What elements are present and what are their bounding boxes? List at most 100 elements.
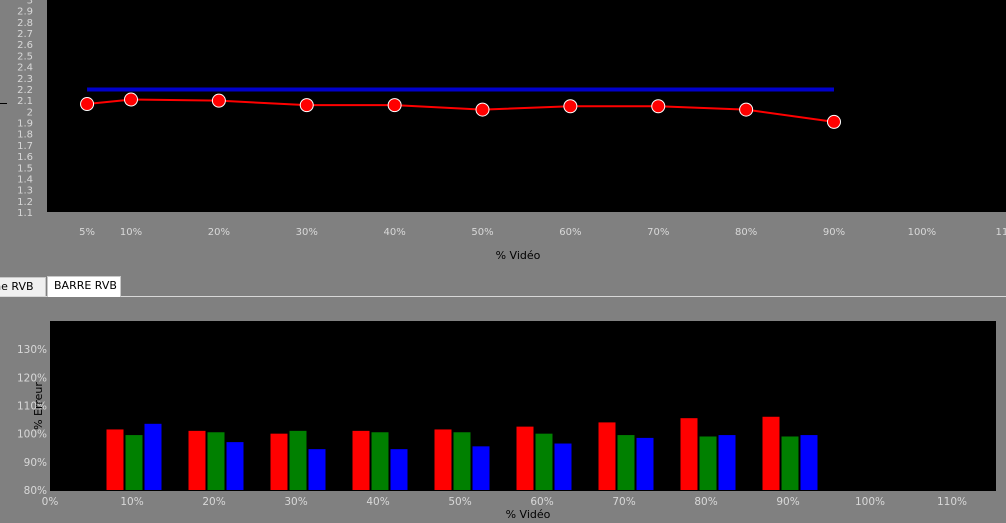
- gamma-measured-point: [563, 99, 578, 114]
- rgb-y-tick-label: 80%: [24, 485, 47, 497]
- gamma-x-tick-label: 5%: [79, 227, 95, 238]
- gamma-y-tick-label: 1.2: [17, 197, 33, 208]
- tab-barre-rvb-label: BARRE RVB: [54, 279, 117, 292]
- gamma-x-tick-label: 10%: [120, 227, 142, 238]
- gamma-y-tick-label: 1.4: [17, 174, 33, 185]
- gamma-y-tick-label: 1.9: [17, 119, 33, 130]
- rgb-bar-red: [598, 422, 616, 490]
- gamma-series: [80, 87, 841, 129]
- gamma-y-tick-label: 3: [27, 0, 33, 7]
- rgb-x-tick-label: 40%: [366, 496, 389, 508]
- gamma-x-tick-label: 30%: [296, 227, 318, 238]
- tab-barre-rvb[interactable]: BARRE RVB: [47, 276, 121, 297]
- gamma-x-tick-label: 100%: [908, 227, 937, 238]
- rgb-y-tick-label: 100%: [17, 429, 47, 441]
- rgb-bar-red: [270, 433, 288, 490]
- rgb-bar-blue: [800, 435, 818, 490]
- rgb-x-tick-label: 50%: [448, 496, 471, 508]
- rgb-bar-blue: [390, 449, 408, 490]
- gamma-x-axis-title: % Vidéo: [496, 249, 541, 262]
- gamma-y-tick-label: 2.3: [17, 74, 33, 85]
- gamma-y-tick-label: 1.8: [17, 130, 33, 141]
- gamma-y-tick-label: 1.6: [17, 152, 33, 163]
- gamma-y-tick-label: 1.5: [17, 163, 33, 174]
- gamma-y-ticks: 1.11.21.31.41.51.61.71.81.922.12.22.32.4…: [17, 0, 33, 219]
- gamma-y-tick-label: 2.1: [17, 96, 33, 107]
- rgb-bar-blue: [718, 435, 736, 490]
- rgb-x-tick-label: 10%: [120, 496, 143, 508]
- gamma-y-tick-label: 2.6: [17, 40, 33, 51]
- rgb-bar-red: [516, 426, 534, 490]
- gamma-x-tick-label: 40%: [384, 227, 406, 238]
- rgb-bar-red: [680, 418, 698, 490]
- gamma-y-axis-title: Γ: [0, 98, 10, 105]
- rgb-bar-red: [352, 430, 370, 490]
- rgb-bar-red: [188, 430, 206, 490]
- gamma-y-tick-label: 2.5: [17, 51, 33, 62]
- rgb-x-tick-label: 60%: [530, 496, 553, 508]
- gamma-measured-point: [124, 92, 138, 107]
- gamma-measured-point: [739, 102, 754, 117]
- rgb-y-tick-label: 120%: [17, 372, 47, 384]
- gamma-measured-point: [80, 97, 95, 112]
- rgb-bar-green: [207, 432, 225, 490]
- gamma-x-tick-label: 50%: [471, 227, 493, 238]
- rgb-x-tick-label: 90%: [776, 496, 799, 508]
- rgb-y-ticks: 80% 90% 100% 110% 120% 130%: [17, 344, 47, 497]
- gamma-measured-point: [475, 102, 490, 117]
- rgb-bar-blue: [226, 442, 244, 490]
- rgb-bar-green: [535, 433, 553, 490]
- gamma-y-tick-label: 2.4: [17, 63, 33, 74]
- rgb-x-tick-label: 30%: [284, 496, 307, 508]
- gamma-measured-point: [651, 99, 666, 114]
- gamma-x-tick-label: 60%: [559, 227, 581, 238]
- rgb-x-tick-label: 110%: [937, 496, 967, 508]
- gamma-x-tick-label: 110%: [995, 227, 1006, 238]
- gamma-plot-area: [47, 0, 1006, 212]
- gamma-x-tick-label: 90%: [823, 227, 845, 238]
- rgb-bar-blue: [636, 437, 654, 490]
- gamma-y-tick-label: 1.7: [17, 141, 33, 152]
- rgb-bar-green: [781, 436, 799, 490]
- gamma-y-tick-label: 2.2: [17, 85, 33, 96]
- gamma-y-tick-label: 2.9: [17, 7, 33, 18]
- rgb-bar-green: [125, 435, 143, 490]
- rgb-bar-blue: [472, 446, 490, 490]
- view-tabstrip: Ligne RVB BARRE RVB: [0, 276, 1006, 297]
- gamma-measured-point: [211, 93, 226, 108]
- gamma-chart: 1.11.21.31.41.51.61.71.81.922.12.22.32.4…: [0, 0, 1006, 262]
- gamma-x-tick-label: 20%: [208, 227, 230, 238]
- rgb-bar-green: [289, 430, 307, 490]
- rgb-y-tick-label: 110%: [17, 401, 47, 413]
- gamma-y-tick-label: 1.1: [17, 208, 33, 219]
- rgb-x-ticks: 0% 10% 20% 30% 40% 50% 60% 70% 80% 90% 100% 110%: [42, 496, 967, 508]
- rgb-x-tick-label: 70%: [612, 496, 635, 508]
- rgb-x-tick-label: 0%: [42, 496, 59, 508]
- rgb-bar-green: [371, 432, 389, 490]
- rgb-bar-green: [453, 432, 471, 490]
- rgb-bar-red: [434, 429, 452, 490]
- gamma-y-tick-label: 1.3: [17, 186, 33, 197]
- rgb-bar-red: [762, 416, 780, 490]
- rgb-y-tick-label: 130%: [17, 344, 47, 356]
- gamma-x-tick-label: 70%: [647, 227, 669, 238]
- gamma-measured-point: [827, 114, 841, 129]
- gamma-x-tick-label: 80%: [735, 227, 757, 238]
- rgb-y-tick-label: 90%: [24, 457, 47, 469]
- rgb-bar-green: [617, 435, 635, 490]
- rgb-bar-green: [699, 436, 717, 490]
- rgb-bar-blue: [144, 423, 162, 490]
- gamma-x-ticks: 5% 10% 20% 30% 40% 50% 60% 70% 80% 90% 100% 110%: [79, 227, 1006, 238]
- rgb-y-axis-title: % Erreur: [32, 382, 45, 430]
- gamma-y-tick-label: 2: [27, 107, 33, 118]
- gamma-measured-point: [299, 98, 314, 113]
- rgb-x-tick-label: 80%: [694, 496, 717, 508]
- rgb-error-chart: 80% 90% 100% 110% 120% 130% 0% 10% 20% 30% 40% 50%…: [17, 321, 996, 521]
- rgb-x-axis-title: % Vidéo: [506, 508, 551, 521]
- rgb-bar-red: [106, 429, 124, 490]
- gamma-y-tick-label: 2.8: [17, 18, 33, 29]
- rgb-bars: [106, 416, 818, 490]
- tab-ligne-rvb[interactable]: Ligne RVB: [0, 277, 46, 296]
- rgb-bar-blue: [554, 443, 572, 490]
- rgb-x-tick-label: 20%: [202, 496, 225, 508]
